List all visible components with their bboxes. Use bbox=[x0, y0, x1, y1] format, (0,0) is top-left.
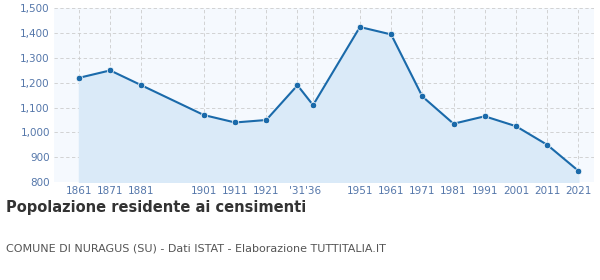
Text: COMUNE DI NURAGUS (SU) - Dati ISTAT - Elaborazione TUTTITALIA.IT: COMUNE DI NURAGUS (SU) - Dati ISTAT - El… bbox=[6, 244, 386, 254]
Point bbox=[418, 94, 427, 99]
Text: Popolazione residente ai censimenti: Popolazione residente ai censimenti bbox=[6, 200, 306, 215]
Point bbox=[293, 83, 302, 88]
Point bbox=[480, 114, 490, 118]
Point bbox=[230, 120, 240, 125]
Point bbox=[74, 76, 84, 80]
Point bbox=[449, 122, 458, 126]
Point bbox=[262, 118, 271, 122]
Point bbox=[137, 83, 146, 88]
Point bbox=[574, 169, 583, 173]
Point bbox=[511, 124, 521, 129]
Point bbox=[386, 32, 396, 37]
Point bbox=[308, 103, 318, 107]
Point bbox=[106, 68, 115, 73]
Point bbox=[355, 25, 365, 29]
Point bbox=[542, 143, 552, 147]
Point bbox=[199, 113, 209, 117]
